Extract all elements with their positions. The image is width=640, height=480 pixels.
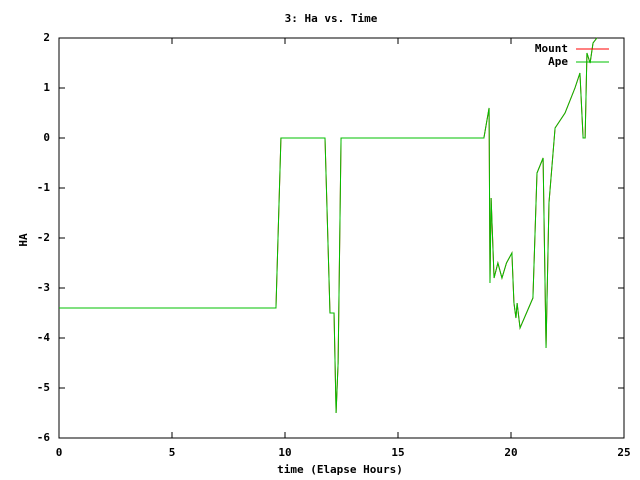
series-line: [59, 37, 598, 414]
x-tick-label: 25: [617, 446, 630, 459]
legend-label: Ape: [548, 55, 568, 68]
y-tick-label: -3: [37, 281, 50, 294]
y-tick-label: 0: [43, 131, 50, 144]
y-tick-label: -6: [37, 431, 51, 444]
plot-frame: [58, 37, 625, 439]
chart-title: 3: Ha vs. Time: [285, 12, 378, 25]
x-tick-label: 0: [56, 446, 63, 459]
x-tick-label: 10: [278, 446, 291, 459]
y-tick-label: -5: [37, 381, 50, 394]
legend-label: Mount: [535, 42, 568, 55]
y-tick-label: -4: [37, 331, 51, 344]
y-tick-label: -1: [37, 181, 51, 194]
x-tick-label: 5: [169, 446, 176, 459]
x-axis-label: time (Elapse Hours): [277, 463, 403, 476]
x-tick-label: 15: [391, 446, 404, 459]
y-tick-label: -2: [37, 231, 50, 244]
y-axis-label: HA: [17, 233, 30, 247]
y-tick-label: 2: [43, 31, 50, 44]
y-tick-label: 1: [43, 81, 50, 94]
x-tick-label: 20: [504, 446, 517, 459]
